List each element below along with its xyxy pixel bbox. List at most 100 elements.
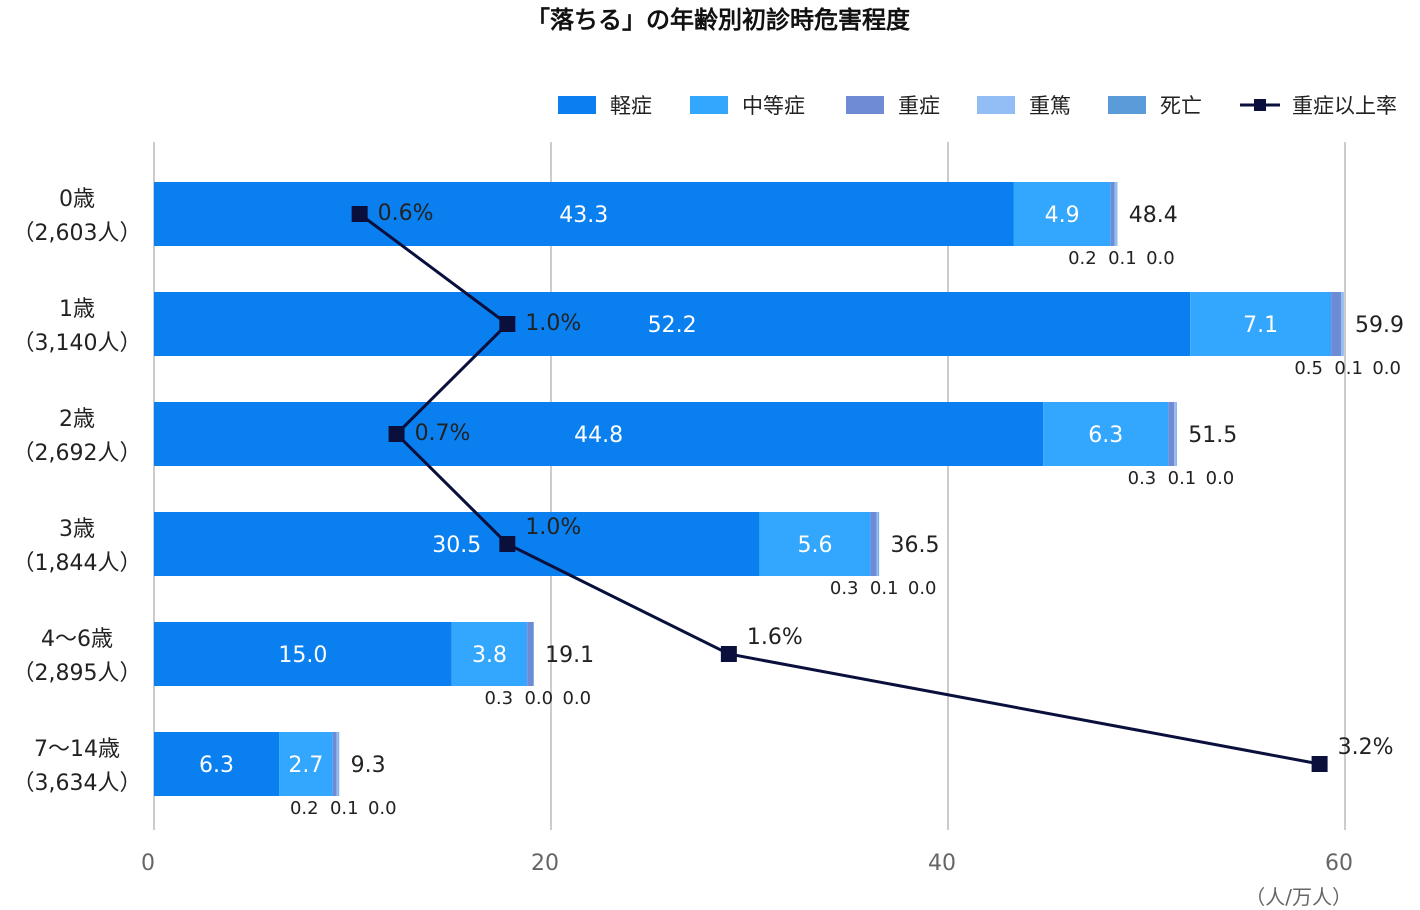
bar-1-1: [1190, 292, 1332, 356]
category-count-3: （1,844人）: [13, 551, 142, 576]
category-labels: 0歳 （2,603人） 1歳 （3,140人） 2歳 （2,692人） 3歳 （1,844人）…: [13, 187, 142, 796]
bar-0-1: [154, 292, 1191, 356]
bar-4-2: [1176, 402, 1177, 466]
small-label-4-5: 0.0: [368, 798, 397, 819]
legend-label-0: 軽症: [610, 94, 652, 118]
data-label-0-2: 44.8: [574, 423, 623, 448]
data-label-0-5: 6.3: [199, 753, 234, 778]
bar-3-5: [336, 732, 339, 796]
rate-marker-5: [1311, 756, 1328, 772]
bar-1-0: [1013, 182, 1111, 246]
legend-swatch-4: [1108, 96, 1146, 114]
bar-4-4: [533, 622, 534, 686]
small-label-2-1: 0.5: [1294, 358, 1323, 379]
category-count-1: （3,140人）: [13, 331, 142, 356]
bar-3-0: [1114, 182, 1117, 246]
category-label-3: 3歳: [59, 517, 95, 542]
legend-label-1: 中等症: [742, 94, 805, 118]
rate-marker-1: [499, 316, 516, 332]
small-label-3-2: 0.1: [1168, 468, 1197, 489]
data-label-1-5: 2.7: [288, 753, 323, 778]
total-label-4: 19.1: [545, 643, 594, 668]
bar-1-4: [451, 622, 528, 686]
rate-label-4: 1.6%: [747, 625, 803, 650]
rate-marker-4: [720, 646, 737, 662]
bar-0-2: [154, 402, 1044, 466]
bar-0-5: [154, 732, 280, 796]
data-label-1-2: 6.3: [1088, 423, 1123, 448]
rate-label-3: 1.0%: [525, 515, 581, 540]
total-label-1: 59.9: [1355, 313, 1404, 338]
small-label-3-0: 0.1: [1108, 248, 1137, 269]
bar-3-1: [1341, 292, 1344, 356]
category-label-2: 2歳: [59, 407, 95, 432]
unit-label: （人/万人）: [1245, 885, 1352, 909]
data-label-0-3: 30.5: [432, 533, 481, 558]
bar-0-3: [154, 512, 760, 576]
legend-label-2: 重症: [898, 94, 940, 118]
rate-label-1: 1.0%: [525, 311, 581, 336]
rate-marker-0: [351, 206, 368, 222]
x-tick-label-60: 60: [1325, 851, 1353, 876]
total-label-3: 36.5: [891, 533, 940, 558]
legend-label-4: 死亡: [1160, 94, 1202, 118]
small-label-4-1: 0.0: [1372, 358, 1401, 379]
rate-label-0: 0.6%: [378, 201, 434, 226]
bar-4-5: [338, 732, 340, 796]
total-label-0: 48.4: [1129, 203, 1178, 228]
legend-swatch-0: [558, 96, 596, 114]
category-count-4: （2,895人）: [13, 661, 142, 686]
bar-0-4: [154, 622, 452, 686]
bar-4-3: [878, 512, 880, 576]
category-label-4: 4～6歳: [41, 627, 113, 652]
small-label-4-4: 0.0: [562, 688, 591, 709]
data-label-0-0: 43.3: [559, 203, 608, 228]
x-tick-label-40: 40: [928, 851, 956, 876]
bar-1-5: [279, 732, 333, 796]
category-label-5: 7～14歳: [34, 737, 120, 762]
bars: 43.3 4.9 48.4 0.2 0.1 0.0 52.2 7.1 59.9 0.5 0.1 0.0…: [154, 182, 1404, 819]
rate-line: 0.6% 1.0% 0.7% 1.0% 1.6% 3.2%: [351, 201, 1394, 772]
bar-2-2: [1168, 402, 1175, 466]
rate-polyline: [358, 212, 1320, 766]
chart-title: 「落ちる」の年齢別初診時危害程度: [526, 6, 911, 34]
rate-label-5: 3.2%: [1338, 735, 1394, 760]
category-count-5: （3,634人）: [13, 771, 142, 796]
data-label-0-4: 15.0: [278, 643, 327, 668]
small-label-2-2: 0.3: [1128, 468, 1157, 489]
small-label-3-3: 0.1: [870, 578, 899, 599]
bar-0-0: [154, 182, 1014, 246]
bar-4-1: [1343, 292, 1344, 356]
legend-line-marker: [1254, 99, 1266, 111]
legend-swatch-2: [846, 96, 884, 114]
small-label-2-0: 0.2: [1068, 248, 1097, 269]
small-label-4-3: 0.0: [908, 578, 937, 599]
legend-label-3: 重篤: [1029, 94, 1071, 118]
total-label-5: 9.3: [351, 753, 386, 778]
rate-marker-3: [499, 536, 516, 552]
small-label-3-5: 0.1: [330, 798, 359, 819]
small-label-2-5: 0.2: [290, 798, 319, 819]
bar-3-3: [876, 512, 879, 576]
legend: 軽症 中等症 重症 重篤 死亡 重症以上率: [558, 94, 1397, 118]
gridlines: [153, 142, 1346, 830]
legend-swatch-3: [977, 96, 1015, 114]
data-label-1-1: 7.1: [1243, 313, 1278, 338]
total-label-2: 51.5: [1188, 423, 1237, 448]
rate-marker-2: [388, 426, 405, 442]
category-label-0: 0歳: [59, 187, 95, 212]
bar-2-5: [332, 732, 337, 796]
bar-3-2: [1174, 402, 1177, 466]
data-label-1-3: 5.6: [798, 533, 833, 558]
category-count-0: （2,603人）: [13, 221, 142, 246]
category-count-2: （2,692人）: [13, 441, 142, 466]
data-label-0-1: 52.2: [648, 313, 697, 338]
bar-2-1: [1331, 292, 1342, 356]
bar-2-4: [527, 622, 534, 686]
small-label-2-3: 0.3: [830, 578, 859, 599]
legend-label-5: 重症以上率: [1292, 94, 1397, 118]
small-label-4-0: 0.0: [1146, 248, 1175, 269]
bar-1-3: [759, 512, 871, 576]
